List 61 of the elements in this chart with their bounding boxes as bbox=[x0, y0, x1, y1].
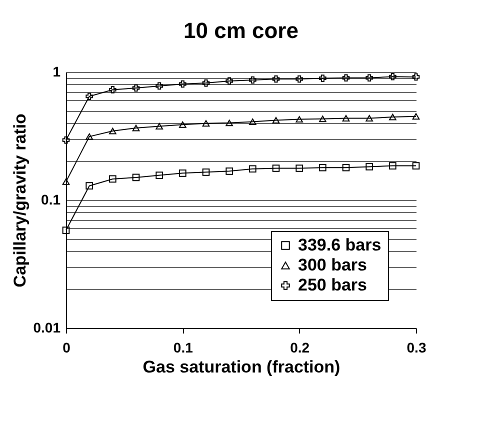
point bbox=[272, 164, 280, 172]
point bbox=[319, 164, 326, 172]
point bbox=[226, 77, 233, 85]
point bbox=[366, 74, 373, 82]
point bbox=[272, 116, 280, 124]
point bbox=[412, 73, 420, 81]
legend-label: 250 bars bbox=[298, 276, 367, 294]
point bbox=[132, 84, 140, 92]
point bbox=[202, 79, 210, 87]
point bbox=[62, 226, 70, 234]
point bbox=[226, 120, 233, 126]
point bbox=[132, 124, 140, 132]
point bbox=[202, 120, 210, 127]
point bbox=[179, 121, 186, 128]
point bbox=[132, 174, 140, 182]
chart-title: 10 cm core bbox=[184, 18, 298, 43]
point bbox=[226, 168, 233, 175]
point bbox=[389, 162, 396, 170]
point bbox=[389, 72, 396, 80]
x-axis-title: Gas saturation (fraction) bbox=[142, 358, 340, 376]
point bbox=[249, 76, 256, 84]
point bbox=[366, 163, 373, 170]
point bbox=[202, 168, 210, 176]
point bbox=[319, 74, 326, 82]
x-tick-label: 0.3 bbox=[406, 340, 426, 356]
point bbox=[412, 162, 420, 170]
point bbox=[249, 118, 256, 125]
point bbox=[319, 116, 326, 122]
point bbox=[389, 114, 396, 120]
point bbox=[86, 182, 93, 190]
point bbox=[156, 172, 163, 179]
point bbox=[179, 170, 186, 177]
y-tick-label: 0.01 bbox=[33, 320, 61, 336]
y-tick-label: 1 bbox=[52, 64, 61, 80]
point bbox=[109, 86, 116, 94]
point bbox=[109, 175, 116, 183]
point bbox=[296, 116, 303, 123]
x-tick-label: 0 bbox=[62, 340, 71, 356]
point bbox=[86, 133, 93, 140]
point bbox=[342, 74, 350, 82]
point bbox=[342, 164, 350, 172]
legend-label: 300 bars bbox=[298, 256, 367, 274]
point bbox=[156, 122, 163, 130]
point bbox=[366, 115, 373, 122]
x-tick-label: 0.1 bbox=[173, 340, 194, 356]
x-tick-label: 0.2 bbox=[290, 340, 310, 356]
point bbox=[156, 82, 163, 90]
point bbox=[62, 178, 70, 185]
point bbox=[412, 113, 420, 120]
point bbox=[109, 128, 116, 134]
point bbox=[62, 136, 70, 144]
point bbox=[86, 92, 93, 100]
point bbox=[249, 165, 256, 173]
point bbox=[296, 164, 303, 172]
point bbox=[272, 75, 280, 83]
y-axis-title: Capillary/gravity ratio bbox=[10, 114, 30, 288]
point bbox=[179, 80, 186, 88]
y-tick-label: 0.1 bbox=[41, 192, 61, 208]
point bbox=[296, 75, 303, 83]
point bbox=[342, 115, 350, 122]
legend-label: 339.6 bars bbox=[298, 236, 382, 254]
